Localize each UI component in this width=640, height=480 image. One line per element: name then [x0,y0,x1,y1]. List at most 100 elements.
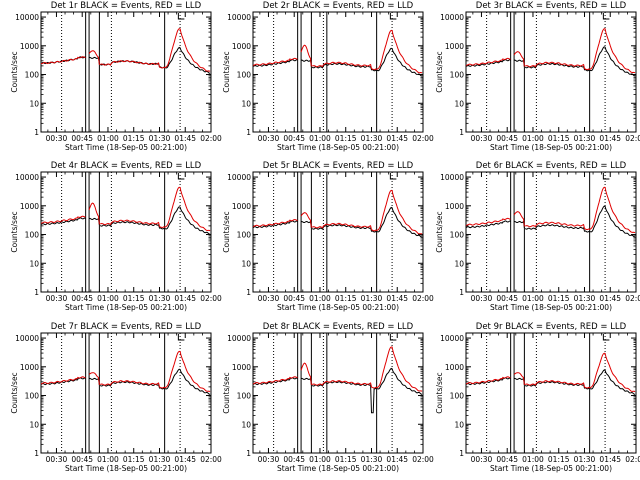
y-tick-label: 1 [459,449,464,458]
y-tick-label: 1000 [445,363,464,372]
series-lld-line [41,215,86,224]
y-tick-label: 1 [459,288,464,297]
x-axis-label: Start Time (18-Sep-05 00:21:00) [277,143,399,152]
x-axis-label: Start Time (18-Sep-05 00:21:00) [65,303,187,312]
x-tick-label: 00:45 [283,294,305,303]
y-tick-label: 10000 [227,334,251,343]
y-tick-label: 10000 [227,13,251,22]
x-tick-label: 01:00 [97,294,119,303]
y-tick-label: 1000 [232,202,251,211]
x-axis-label: Start Time (18-Sep-05 00:21:00) [490,464,612,473]
x-tick-label: 01:45 [174,294,196,303]
x-tick-label: 01:45 [599,294,621,303]
x-tick-label: 02:00 [625,134,640,143]
x-tick-label: 01:30 [574,455,596,464]
y-tick-label: 1 [246,128,251,137]
y-tick-label: 1000 [445,202,464,211]
y-tick-label: 10000 [15,334,39,343]
plot-frame [40,332,212,454]
panel-title-suffix: BLACK = Events, RED = LLD [78,322,202,332]
x-tick-label: 00:30 [46,455,68,464]
x-tick-label: 01:45 [386,294,408,303]
x-tick-label: 02:00 [625,455,640,464]
y-tick-label: 10 [29,259,39,268]
x-tick-label: 01:15 [123,455,145,464]
x-tick-label: 01:15 [123,134,145,143]
panel-title-suffix: BLACK = Events, RED = LLD [503,161,627,171]
series-lld-line [466,376,511,385]
y-tick-label: 100 [450,392,465,401]
y-tick-label: 10 [241,99,251,108]
x-tick-label: 01:30 [149,455,171,464]
x-tick-label: 00:30 [471,294,493,303]
y-axis-label: Counts/sec [222,51,231,92]
x-tick-label: 02:00 [200,455,222,464]
series-lld-line [513,372,525,386]
chart-panel: Det 9r BLACK = Events, RED = LLD 1 10 100 10… [435,322,640,473]
panel-detector: Det 7r [51,322,78,332]
x-tick-label: 00:30 [258,455,280,464]
panel-detector: Det 2r [263,1,290,11]
y-tick-label: 10 [454,420,464,429]
panel-detector: Det 1r [51,1,78,11]
chart-panel: Det 5r BLACK = Events, RED = LLD 1 10 100 10… [222,161,434,312]
y-tick-label: 1 [34,288,39,297]
x-axis-label: Start Time (18-Sep-05 00:21:00) [490,303,612,312]
series-lld-line [253,376,298,385]
x-tick-label: 00:30 [471,134,493,143]
y-tick-label: 10000 [440,13,464,22]
chart-panel: Det 2r BLACK = Events, RED = LLD 1 10 100 10… [222,1,434,152]
panel-detector: Det 4r [51,161,78,171]
y-tick-label: 10000 [440,334,464,343]
panel-title-suffix: BLACK = Events, RED = LLD [290,1,414,11]
x-tick-label: 01:30 [361,455,383,464]
series-lld-line [466,217,511,226]
x-tick-label: 01:00 [309,134,331,143]
x-tick-label: 00:30 [46,134,68,143]
series-lld-line [41,56,86,65]
series-lld-line [253,57,298,66]
bracket-marker [602,334,610,341]
panel-title: Det 9r BLACK = Events, RED = LLD [476,322,627,332]
y-tick-label: 100 [237,71,252,80]
x-tick-label: 00:30 [258,134,280,143]
bracket-marker [389,13,397,20]
x-tick-label: 01:30 [361,134,383,143]
panel-title-suffix: BLACK = Events, RED = LLD [503,1,627,11]
y-axis-label: Counts/sec [10,211,19,252]
y-axis-label: Counts/sec [222,211,231,252]
series-lld-line [99,28,211,72]
series-lld-line [524,352,636,393]
y-axis-label: Counts/sec [435,211,444,252]
x-tick-label: 01:15 [335,294,357,303]
chart-panel: Det 1r BLACK = Events, RED = LLD 1 10 100 10… [10,1,222,152]
plot-frame [40,11,212,133]
y-tick-label: 10000 [15,173,39,182]
series-lld-line [88,372,100,386]
series-lld-line [88,202,100,225]
y-tick-label: 1 [246,288,251,297]
y-tick-label: 100 [25,231,40,240]
bracket-marker [602,173,610,180]
panel-title-suffix: BLACK = Events, RED = LLD [78,161,202,171]
y-tick-label: 100 [450,71,465,80]
y-tick-label: 100 [237,231,252,240]
series-lld-line [300,44,312,67]
panel-title-suffix: BLACK = Events, RED = LLD [290,322,414,332]
x-tick-label: 00:30 [258,294,280,303]
x-axis-label: Start Time (18-Sep-05 00:21:00) [65,464,187,473]
x-tick-label: 01:15 [548,455,570,464]
x-tick-label: 01:00 [522,134,544,143]
x-axis-label: Start Time (18-Sep-05 00:21:00) [277,303,399,312]
plot-frame [40,171,212,293]
plot-frame [252,332,424,454]
series-lld-line [524,28,636,74]
y-tick-label: 1000 [20,363,39,372]
bracket-marker [389,334,397,341]
series-events-line [252,59,298,67]
series-events-line [40,217,86,226]
bracket-marker [389,173,397,180]
x-tick-label: 00:45 [496,294,518,303]
series-lld-line [513,211,525,227]
series-events-line [465,59,511,67]
